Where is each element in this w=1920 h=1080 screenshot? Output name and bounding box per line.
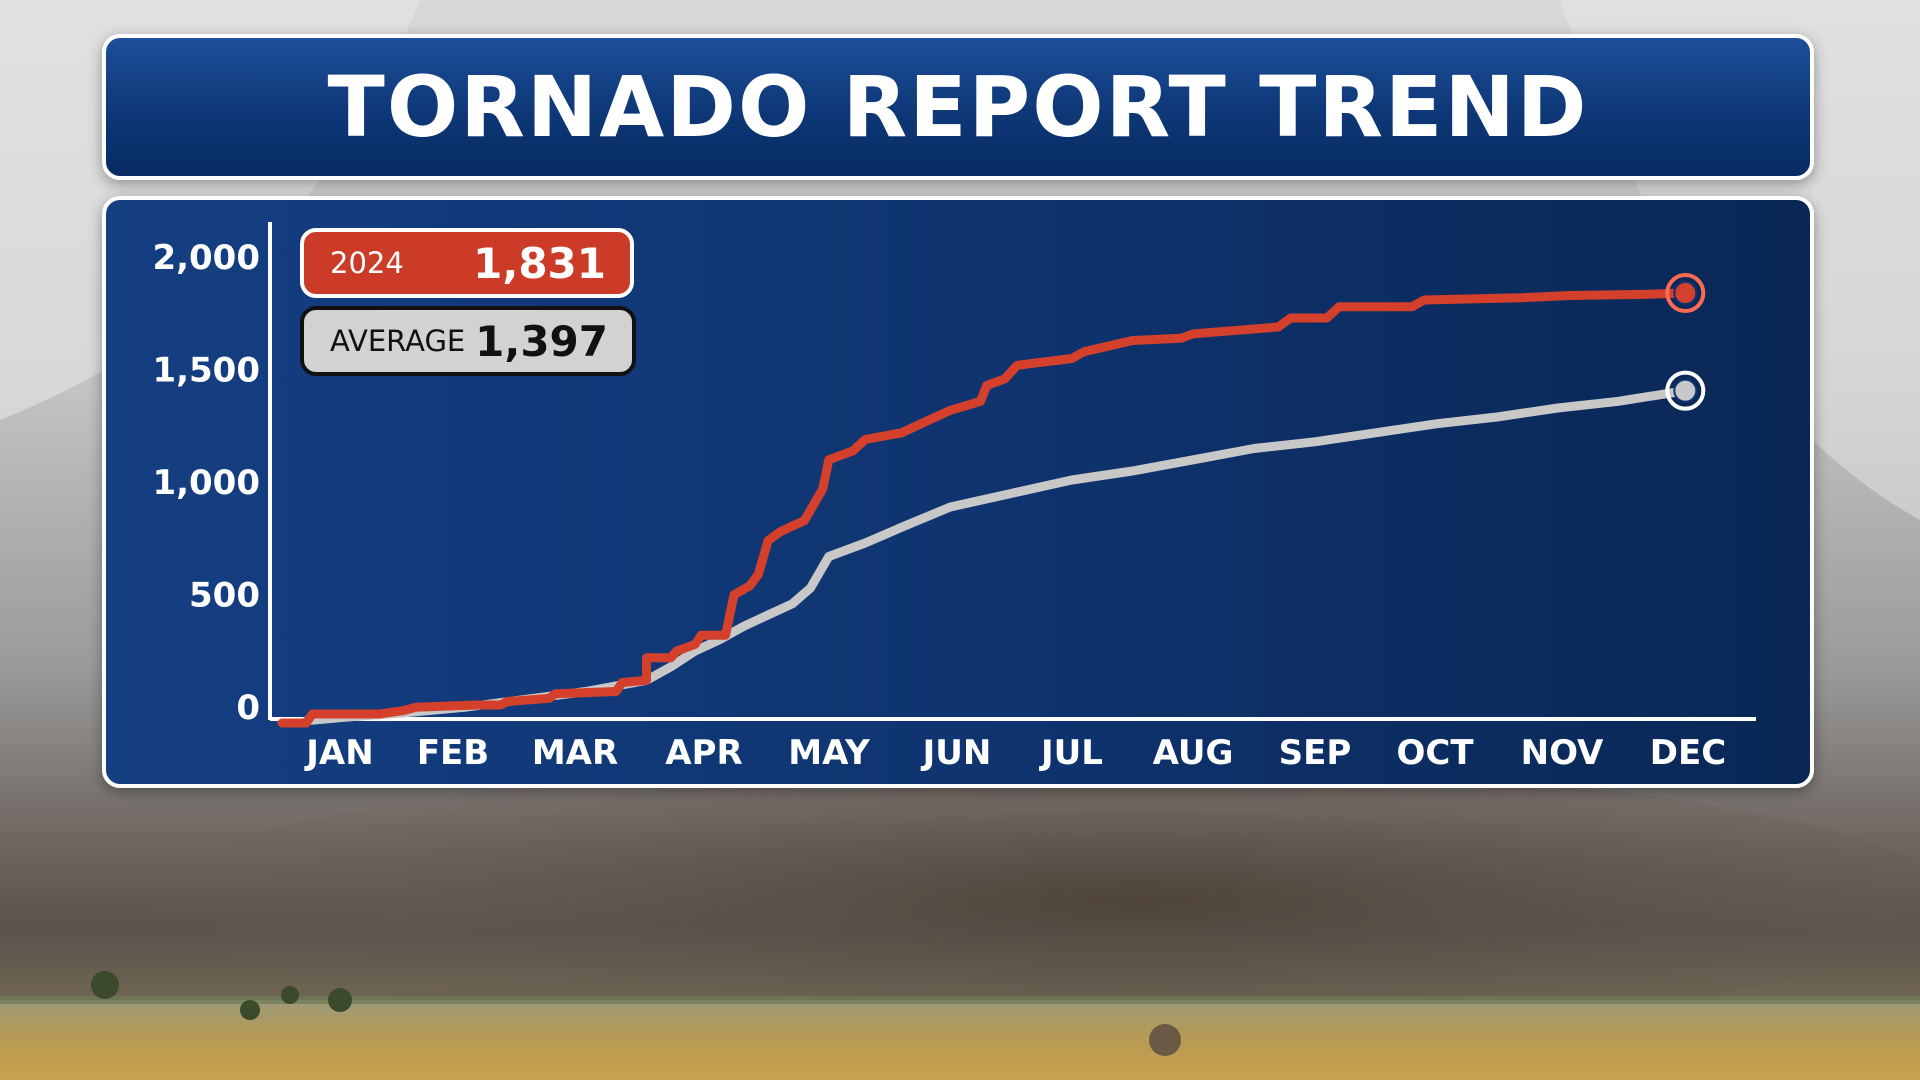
x-tick-label: JUL [1039, 733, 1103, 773]
x-tick-label: AUG [1153, 733, 1234, 773]
x-tick-label: APR [665, 733, 742, 773]
x-tick-label: DEC [1650, 733, 1726, 773]
x-tick-label: SEP [1279, 733, 1352, 773]
legend-average-label: AVERAGE [330, 324, 466, 358]
x-tick-label: JUN [921, 733, 992, 773]
y-tick-label: 2,000 [152, 238, 260, 278]
series-line-2024 [277, 288, 1690, 728]
y-tick-label: 1,500 [152, 351, 260, 391]
legend-2024-label: 2024 [330, 246, 404, 280]
series-end-point-2024 [1673, 281, 1698, 306]
x-tick-label: OCT [1396, 733, 1474, 773]
legend-2024-value: 1,831 [473, 238, 606, 288]
series-end-ring-average [1665, 370, 1706, 411]
y-tick-label: 1,000 [152, 463, 260, 503]
series-end-ring-2024 [1665, 273, 1706, 314]
y-tick-label: 0 [236, 688, 260, 728]
title-banner: TORNADO REPORT TREND [102, 34, 1814, 180]
chart-title: TORNADO REPORT TREND [327, 58, 1589, 156]
series-end-point-average [1673, 378, 1698, 403]
x-tick-label: JAN [304, 733, 373, 773]
legend-average: AVERAGE 1,397 [300, 306, 636, 376]
x-tick-label: MAR [532, 733, 618, 773]
tree-line [91, 971, 1181, 1056]
legend-2024: 2024 1,831 [300, 228, 634, 298]
legend-average-value: 1,397 [475, 316, 608, 366]
series-line-average [301, 386, 1690, 726]
x-tick-label: NOV [1521, 733, 1604, 773]
x-tick-label: MAY [788, 733, 870, 773]
y-tick-label: 500 [189, 576, 260, 616]
x-tick-label: FEB [417, 733, 489, 773]
